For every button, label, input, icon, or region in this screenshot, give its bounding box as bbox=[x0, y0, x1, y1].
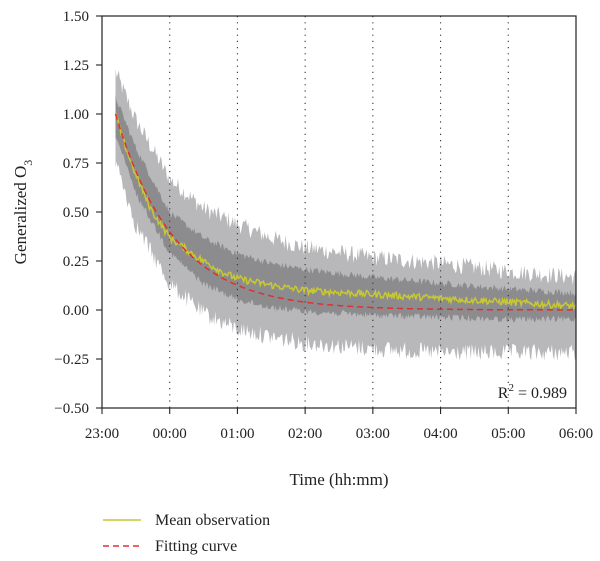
y-tick-label: 1.50 bbox=[63, 9, 89, 25]
y-axis-title-text: Generalized O bbox=[11, 166, 30, 265]
y-tick-label: 1.00 bbox=[63, 107, 89, 123]
y-tick-label: −0.50 bbox=[54, 401, 89, 417]
legend-label-fitting-curve: Fitting curve bbox=[155, 538, 237, 555]
x-tick-label: 02:00 bbox=[288, 426, 322, 442]
x-tick-label: 04:00 bbox=[423, 426, 457, 442]
bands-layer bbox=[115, 68, 576, 362]
y-tick-label: 0.25 bbox=[63, 254, 89, 270]
band-spread bbox=[115, 94, 576, 323]
x-axis-title: Time (hh:mm) bbox=[289, 470, 388, 489]
legend-label-mean-observation: Mean observation bbox=[155, 512, 270, 529]
y-tick-label: 0.50 bbox=[63, 205, 89, 221]
r-squared-base: R bbox=[498, 385, 509, 402]
r-squared-value: = 0.989 bbox=[514, 385, 567, 402]
series-line-mean-observation bbox=[114, 112, 577, 312]
r-squared-superscript: 2 bbox=[508, 382, 514, 394]
y-axis-title: Generalized O3 bbox=[11, 160, 35, 265]
y-tick-label: 0.75 bbox=[63, 156, 89, 172]
y-tick-label: 0.00 bbox=[63, 303, 89, 319]
y-axis-title-subscript: 3 bbox=[21, 160, 35, 166]
y-tick-label: −0.25 bbox=[54, 352, 89, 368]
x-axis: 23:00 00:00 01:00 02:00 03:00 04:00 05:00 06:00 bbox=[85, 408, 593, 442]
legend: Mean observation Fitting curve bbox=[103, 512, 270, 555]
r-squared-annotation: R2 = 0.989 bbox=[498, 382, 567, 402]
x-tick-label: 23:00 bbox=[85, 426, 119, 442]
y-tick-label: 1.25 bbox=[63, 58, 89, 74]
x-tick-label: 03:00 bbox=[356, 426, 390, 442]
gridlines-layer bbox=[169, 16, 509, 408]
x-tick-label: 01:00 bbox=[220, 426, 254, 442]
series-line-fitting-curve bbox=[114, 113, 576, 311]
series-layer bbox=[114, 112, 577, 312]
y-axis: 1.50 1.25 1.00 0.75 0.50 0.25 0.00 −0.25 −0.50 bbox=[54, 9, 102, 417]
x-tick-label: 00:00 bbox=[153, 426, 187, 442]
x-tick-label: 06:00 bbox=[559, 426, 593, 442]
x-tick-label: 05:00 bbox=[491, 426, 525, 442]
